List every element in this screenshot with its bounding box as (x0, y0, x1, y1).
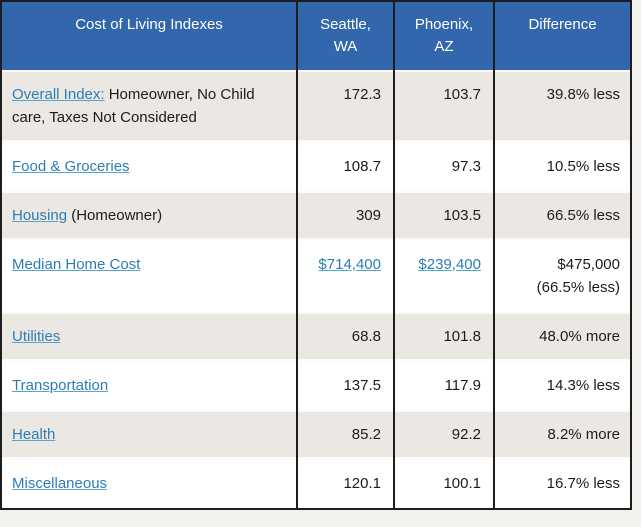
overall-index-link[interactable]: Overall Index: (12, 86, 105, 103)
row-label-cell: Miscellaneous (2, 459, 298, 508)
header-phoenix-az: Phoenix, AZ (395, 2, 495, 70)
cost-of-living-table-frame: Cost of Living Indexes Seattle, WA Phoen… (0, 0, 632, 510)
seattle-median-home-cost-link[interactable]: $714,400 (318, 256, 381, 273)
difference-value: 48.0% more (495, 312, 630, 361)
header-difference: Difference (495, 2, 630, 70)
table-row-housing: Housing (Homeowner) 309 103.5 66.5% less (2, 191, 630, 240)
phoenix-value: 92.2 (395, 410, 495, 459)
seattle-value: 137.5 (298, 361, 395, 410)
phoenix-value: 97.3 (395, 142, 495, 191)
difference-value: 14.3% less (495, 361, 630, 410)
table-row-food-groceries: Food & Groceries 108.7 97.3 10.5% less (2, 142, 630, 191)
header-label: Difference (528, 16, 597, 33)
housing-link[interactable]: Housing (12, 207, 68, 224)
table-row-transportation: Transportation 137.5 117.9 14.3% less (2, 361, 630, 410)
difference-value: $475,000 (66.5% less) (495, 240, 630, 312)
header-label: Cost of Living Indexes (75, 16, 223, 33)
table-row-miscellaneous: Miscellaneous 120.1 100.1 16.7% less (2, 459, 630, 508)
transportation-link[interactable]: Transportation (12, 377, 109, 394)
header-seattle-wa: Seattle, WA (298, 2, 395, 70)
difference-value: 39.8% less (495, 70, 630, 142)
difference-percent: (66.5% less) (536, 279, 620, 296)
row-label-cell: Food & Groceries (2, 142, 298, 191)
difference-value: 66.5% less (495, 191, 630, 240)
header-cost-of-living-indexes: Cost of Living Indexes (2, 2, 298, 70)
seattle-value: 309 (298, 191, 395, 240)
table-row-health: Health 85.2 92.2 8.2% more (2, 410, 630, 459)
seattle-value: 172.3 (298, 70, 395, 142)
difference-amount: $475,000 (557, 256, 620, 273)
cost-of-living-table: Cost of Living Indexes Seattle, WA Phoen… (2, 2, 630, 508)
seattle-value: 68.8 (298, 312, 395, 361)
row-label-cell: Utilities (2, 312, 298, 361)
difference-value: 8.2% more (495, 410, 630, 459)
row-label-rest: (Homeowner) (67, 207, 163, 224)
health-link[interactable]: Health (12, 426, 56, 443)
seattle-value: 85.2 (298, 410, 395, 459)
miscellaneous-link[interactable]: Miscellaneous (12, 475, 108, 492)
phoenix-value: 100.1 (395, 459, 495, 508)
header-row: Cost of Living Indexes Seattle, WA Phoen… (2, 2, 630, 70)
header-city-line1: Seattle, (320, 16, 371, 33)
table-row-overall-index: Overall Index: Homeowner, No Child care,… (2, 70, 630, 142)
seattle-value: 120.1 (298, 459, 395, 508)
utilities-link[interactable]: Utilities (12, 328, 61, 345)
difference-value: 16.7% less (495, 459, 630, 508)
difference-value: 10.5% less (495, 142, 630, 191)
row-label-cell: Housing (Homeowner) (2, 191, 298, 240)
phoenix-value: 117.9 (395, 361, 495, 410)
seattle-value: $714,400 (298, 240, 395, 312)
header-city-line1: Phoenix, (414, 16, 474, 33)
row-label-rest: Homeowner, No Child care, Taxes Not Cons… (12, 86, 255, 126)
header-city-line2: AZ (434, 38, 454, 55)
row-label-cell: Median Home Cost (2, 240, 298, 312)
header-city-line2: WA (333, 38, 358, 55)
table-row-utilities: Utilities 68.8 101.8 48.0% more (2, 312, 630, 361)
phoenix-value: 103.5 (395, 191, 495, 240)
row-label-cell: Health (2, 410, 298, 459)
phoenix-value: 101.8 (395, 312, 495, 361)
row-label-cell: Overall Index: Homeowner, No Child care,… (2, 70, 298, 142)
table-row-median-home-cost: Median Home Cost $714,400 $239,400 $475,… (2, 240, 630, 312)
phoenix-value: $239,400 (395, 240, 495, 312)
seattle-value: 108.7 (298, 142, 395, 191)
median-home-cost-link[interactable]: Median Home Cost (12, 256, 141, 273)
phoenix-value: 103.7 (395, 70, 495, 142)
food-groceries-link[interactable]: Food & Groceries (12, 158, 130, 175)
phoenix-median-home-cost-link[interactable]: $239,400 (418, 256, 481, 273)
row-label-cell: Transportation (2, 361, 298, 410)
